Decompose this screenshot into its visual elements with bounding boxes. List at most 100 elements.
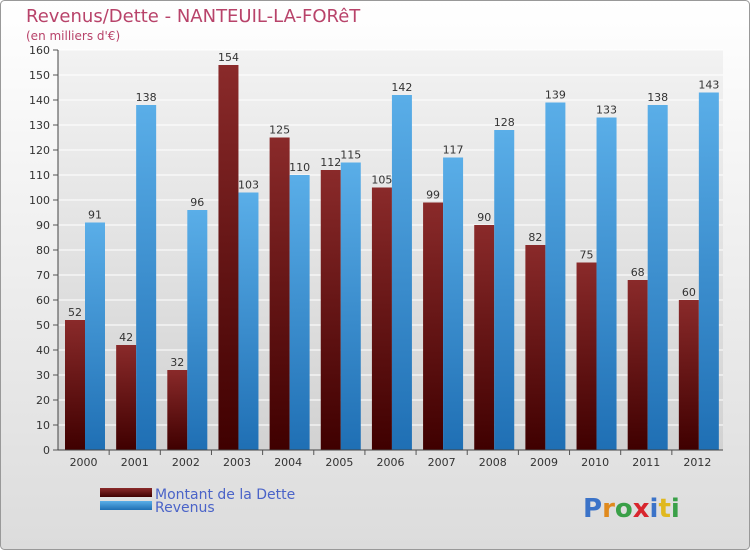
bar-s1-2012 xyxy=(698,92,719,450)
ytick-label-70: 70 xyxy=(36,269,50,282)
legend-label-dette: Montant de la Dette xyxy=(155,487,295,503)
bar-s0-2006 xyxy=(371,187,392,450)
logo-letter-t: t xyxy=(658,494,670,524)
data-label-s0-2008: 90 xyxy=(477,211,491,224)
ytick-label-40: 40 xyxy=(36,344,50,357)
ytick-label-140: 140 xyxy=(29,94,50,107)
bar-s1-2008 xyxy=(494,130,515,450)
xtick-label-2011: 2011 xyxy=(632,456,660,469)
ytick-label-0: 0 xyxy=(43,444,50,457)
data-label-s0-2010: 75 xyxy=(580,249,594,262)
data-label-s0-2000: 52 xyxy=(68,306,82,319)
ytick-label-20: 20 xyxy=(36,394,50,407)
bar-s1-2006 xyxy=(391,95,412,450)
data-label-s0-2007: 99 xyxy=(426,189,440,202)
bar-s0-2000 xyxy=(65,320,85,450)
logo-letter-p: P xyxy=(583,494,602,524)
bar-s0-2007 xyxy=(423,202,444,450)
data-label-s0-2005: 112 xyxy=(320,156,341,169)
data-label-s1-2000: 91 xyxy=(88,209,102,222)
bar-s1-2001 xyxy=(136,105,157,450)
chart-subtitle: (en milliers d'€) xyxy=(26,29,120,43)
logo-letter-i1: i xyxy=(650,494,659,524)
legend-swatch-revenus xyxy=(100,501,152,510)
xtick-label-2012: 2012 xyxy=(683,456,711,469)
legend-swatch-dette xyxy=(100,488,152,497)
data-label-s0-2001: 42 xyxy=(119,331,133,344)
ytick-label-90: 90 xyxy=(36,219,50,232)
xtick-label-2005: 2005 xyxy=(325,456,353,469)
data-label-s0-2006: 105 xyxy=(371,174,392,187)
ytick-label-10: 10 xyxy=(36,419,50,432)
ytick-label-80: 80 xyxy=(36,244,50,257)
bar-s1-2009 xyxy=(545,102,566,450)
logo-letter-o: o xyxy=(615,494,633,524)
bar-s1-2011 xyxy=(647,105,668,450)
bar-s0-2012 xyxy=(678,300,699,450)
bar-s0-2008 xyxy=(474,225,495,450)
legend-label-revenus: Revenus xyxy=(155,500,215,516)
xtick-label-2007: 2007 xyxy=(428,456,456,469)
ytick-label-60: 60 xyxy=(36,294,50,307)
data-label-s1-2001: 138 xyxy=(136,91,157,104)
data-label-s0-2012: 60 xyxy=(682,286,696,299)
bar-s1-2000 xyxy=(85,222,105,450)
xtick-label-2009: 2009 xyxy=(530,456,558,469)
ytick-label-100: 100 xyxy=(29,194,50,207)
xtick-label-2002: 2002 xyxy=(172,456,200,469)
bar-s0-2003 xyxy=(218,65,239,450)
data-label-s1-2006: 142 xyxy=(391,81,412,94)
logo-letter-r: r xyxy=(602,494,615,524)
xtick-label-2008: 2008 xyxy=(479,456,507,469)
data-label-s1-2009: 139 xyxy=(545,89,566,102)
bar-s0-2011 xyxy=(627,280,648,450)
ytick-label-150: 150 xyxy=(29,69,50,82)
ytick-label-30: 30 xyxy=(36,369,50,382)
bar-s0-2009 xyxy=(525,245,546,450)
logo-letter-x: x xyxy=(633,494,650,524)
ytick-label-160: 160 xyxy=(29,44,50,57)
xtick-label-2004: 2004 xyxy=(274,456,302,469)
bar-s0-2010 xyxy=(576,262,597,450)
ytick-label-130: 130 xyxy=(29,119,50,132)
bar-s0-2002 xyxy=(167,370,188,450)
ytick-label-120: 120 xyxy=(29,144,50,157)
data-label-s1-2002: 96 xyxy=(190,196,204,209)
xtick-label-2010: 2010 xyxy=(581,456,609,469)
data-label-s1-2008: 128 xyxy=(494,116,515,129)
bar-s0-2001 xyxy=(116,345,137,450)
xtick-label-2006: 2006 xyxy=(377,456,405,469)
data-label-s0-2002: 32 xyxy=(170,356,184,369)
data-label-s0-2009: 82 xyxy=(528,231,542,244)
xtick-label-2000: 2000 xyxy=(70,456,98,469)
ytick-label-50: 50 xyxy=(36,319,50,332)
data-label-s1-2003: 103 xyxy=(238,179,259,192)
bar-s1-2004 xyxy=(289,175,310,450)
bar-s1-2005 xyxy=(340,162,361,450)
proxiti-logo: Proxiti xyxy=(583,494,680,524)
data-label-s1-2011: 138 xyxy=(647,91,668,104)
data-label-s1-2005: 115 xyxy=(340,149,361,162)
legend: Montant de la Dette Revenus xyxy=(100,487,295,516)
data-label-s1-2012: 143 xyxy=(698,79,719,92)
bar-s0-2005 xyxy=(320,170,341,450)
svg-text:Proxiti: Proxiti xyxy=(583,494,680,524)
data-label-s1-2007: 117 xyxy=(443,144,464,157)
logo-letter-i2: i xyxy=(671,494,680,524)
bars-layer xyxy=(65,65,719,450)
bar-s1-2003 xyxy=(238,192,259,450)
bar-s0-2004 xyxy=(269,137,290,450)
chart-title: Revenus/Dette - NANTEUIL-LA-FORêT xyxy=(26,6,361,27)
xtick-label-2003: 2003 xyxy=(223,456,251,469)
bar-s1-2007 xyxy=(443,157,464,450)
axis-layer: 0 10 20 30 40 50 60 70 80 90 100 110 120 130 140 150 160… xyxy=(29,44,723,469)
bar-s1-2010 xyxy=(596,117,617,450)
bar-s1-2002 xyxy=(187,210,208,450)
data-label-s0-2011: 68 xyxy=(631,266,645,279)
data-label-s0-2003: 154 xyxy=(218,51,239,64)
data-label-s1-2004: 110 xyxy=(289,161,310,174)
data-label-s0-2004: 125 xyxy=(269,124,290,137)
